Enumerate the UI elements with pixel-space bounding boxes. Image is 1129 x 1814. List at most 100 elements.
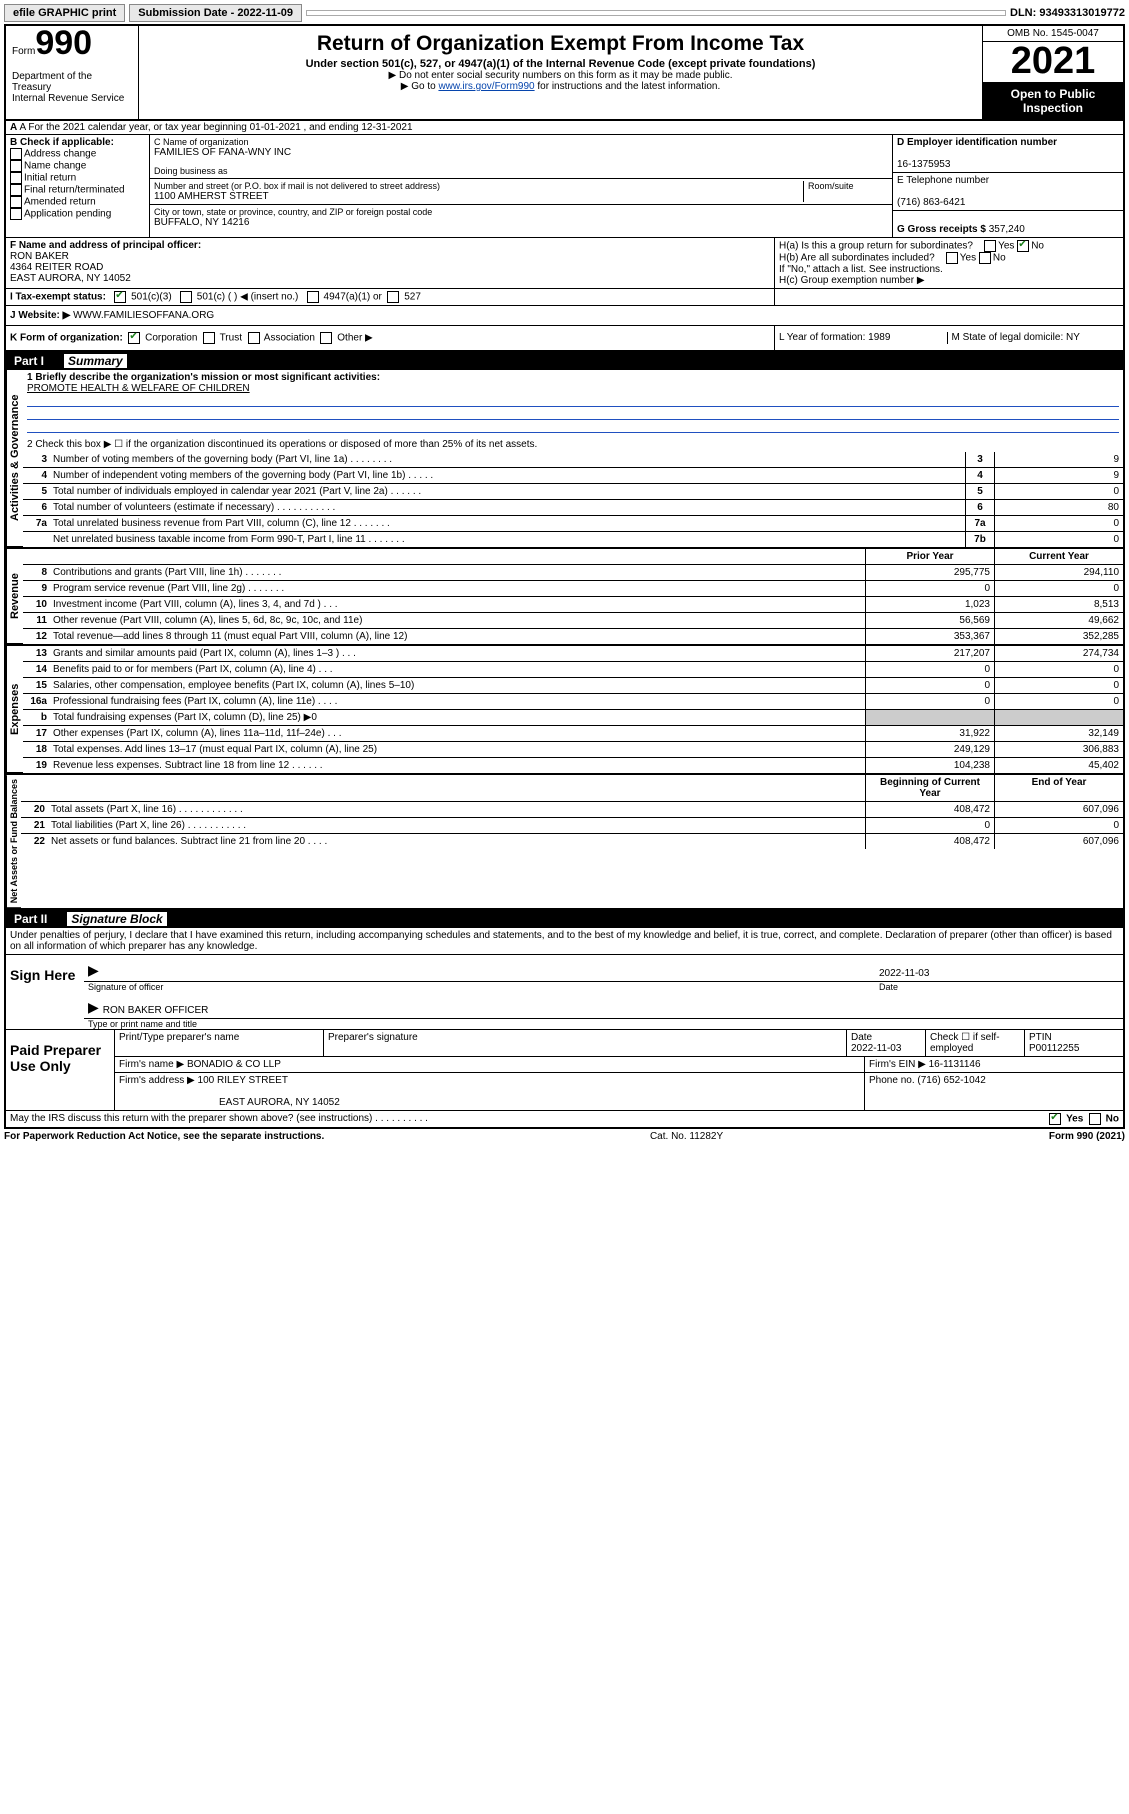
ein-box: D Employer identification number 16-1375… — [893, 135, 1123, 173]
line-num: 15 — [23, 678, 51, 693]
opt-527: 527 — [404, 292, 421, 303]
chk-501c3[interactable] — [114, 291, 126, 303]
sub3-pre: ▶ Go to — [401, 81, 439, 92]
line-text: Benefits paid to or for members (Part IX… — [51, 662, 865, 677]
chk-hb-no[interactable] — [979, 252, 991, 264]
sign-here-label: Sign Here — [6, 955, 84, 1029]
sig-date-label: Date — [875, 982, 1123, 992]
row-k: K Form of organization: Corporation Trus… — [6, 326, 1123, 352]
chk-corp[interactable] — [128, 332, 140, 344]
ptin-val: P00112255 — [1029, 1043, 1079, 1054]
summary-line: 19 Revenue less expenses. Subtract line … — [23, 758, 1123, 773]
paid-preparer-row: Paid Preparer Use Only Print/Type prepar… — [6, 1029, 1123, 1110]
summary-line: 14 Benefits paid to or for members (Part… — [23, 662, 1123, 678]
prior-val: 0 — [865, 818, 994, 833]
open-inspection: Open to Public Inspection — [983, 83, 1123, 119]
chk-name-change[interactable] — [10, 160, 22, 172]
gross-box: G Gross receipts $ 357,240 — [893, 211, 1123, 237]
sub3-post: for instructions and the latest informat… — [535, 81, 721, 92]
line-num: 9 — [23, 581, 51, 596]
curr-val: 294,110 — [994, 565, 1123, 580]
rev-table: Prior Year Current Year 8 Contributions … — [23, 549, 1123, 644]
chk-app-pending[interactable] — [10, 208, 22, 220]
form-container: Form990 Department of the Treasury Inter… — [4, 24, 1125, 1129]
ha-text: H(a) Is this a group return for subordin… — [779, 241, 973, 252]
part-ii-header: Part II Signature Block — [6, 908, 1123, 928]
end-year-hdr: End of Year — [994, 775, 1123, 801]
form-990-number: 990 — [35, 24, 92, 62]
chk-other[interactable] — [320, 332, 332, 344]
line-text: Investment income (Part VIII, column (A)… — [51, 597, 865, 612]
revenue-section: Revenue Prior Year Current Year 8 Contri… — [6, 547, 1123, 644]
irs-link[interactable]: www.irs.gov/Form990 — [438, 81, 534, 92]
firm-addr2: EAST AURORA, NY 14052 — [119, 1097, 340, 1108]
line-text: Revenue less expenses. Subtract line 18 … — [51, 758, 865, 773]
summary-line: Net unrelated business taxable income fr… — [23, 532, 1123, 547]
chk-initial-return[interactable] — [10, 172, 22, 184]
form-org-label: K Form of organization: — [10, 333, 123, 344]
mission-line — [27, 409, 1119, 420]
street-addr: 1100 AMHERST STREET — [154, 191, 803, 202]
line-num: b — [23, 710, 51, 725]
begin-year-hdr: Beginning of Current Year — [865, 775, 994, 801]
chk-final-return[interactable] — [10, 184, 22, 196]
opt-4947: 4947(a)(1) or — [324, 292, 382, 303]
website-val: WWW.FAMILIESOFFANA.ORG — [73, 310, 214, 321]
lbl-name-change: Name change — [24, 161, 86, 172]
part-i-title: Summary — [64, 354, 127, 368]
prior-val: 408,472 — [865, 834, 994, 849]
chk-hb-yes[interactable] — [946, 252, 958, 264]
row-f-h: F Name and address of principal officer:… — [6, 238, 1123, 289]
fein-val: 16-1131146 — [929, 1059, 981, 1070]
col-d: D Employer identification number 16-1375… — [892, 135, 1123, 237]
summary-line: 12 Total revenue—add lines 8 through 11 … — [23, 629, 1123, 644]
gross-val: 357,240 — [989, 224, 1025, 235]
chk-501c[interactable] — [180, 291, 192, 303]
line-text: Contributions and grants (Part VIII, lin… — [51, 565, 865, 580]
vtab-expenses: Expenses — [6, 646, 23, 773]
chk-527[interactable] — [387, 291, 399, 303]
summary-line: 17 Other expenses (Part IX, column (A), … — [23, 726, 1123, 742]
line-num: 22 — [21, 834, 49, 849]
firm-name: BONADIO & CO LLP — [187, 1059, 281, 1070]
lbl-app-pending: Application pending — [24, 209, 111, 220]
line-num: 3 — [23, 452, 51, 467]
summary-line: 3 Number of voting members of the govern… — [23, 452, 1123, 468]
prep-name-hdr: Print/Type preparer's name — [115, 1030, 324, 1056]
year-formation: L Year of formation: 1989 — [779, 332, 948, 344]
efile-button[interactable]: efile GRAPHIC print — [4, 4, 125, 22]
submission-date-button[interactable]: Submission Date - 2022-11-09 — [129, 4, 302, 22]
sig-name: RON BAKER OFFICER — [103, 1005, 209, 1016]
chk-trust[interactable] — [203, 332, 215, 344]
chk-assoc[interactable] — [248, 332, 260, 344]
summary-line: 22 Net assets or fund balances. Subtract… — [21, 834, 1123, 849]
line-text: Number of independent voting members of … — [51, 468, 965, 483]
net-table: Beginning of Current Year End of Year 20… — [21, 775, 1123, 908]
chk-4947[interactable] — [307, 291, 319, 303]
summary-line: 15 Salaries, other compensation, employe… — [23, 678, 1123, 694]
expenses-section: Expenses 13 Grants and similar amounts p… — [6, 644, 1123, 773]
state-domicile: M State of legal domicile: NY — [948, 332, 1120, 344]
section-bcd: B Check if applicable: Address change Na… — [6, 135, 1123, 238]
chk-may-no[interactable] — [1089, 1113, 1101, 1125]
dln-text: DLN: 93493313019772 — [1010, 7, 1125, 19]
chk-may-yes[interactable] — [1049, 1113, 1061, 1125]
line-text: Total revenue—add lines 8 through 11 (mu… — [51, 629, 865, 644]
sign-body: ▶ 2022-11-03 Signature of officer Date ▶… — [84, 955, 1123, 1029]
col-c: C Name of organization FAMILIES OF FANA-… — [150, 135, 892, 237]
line-text: Total unrelated business revenue from Pa… — [51, 516, 965, 531]
chk-ha-yes[interactable] — [984, 240, 996, 252]
line-val: 9 — [994, 468, 1123, 483]
chk-ha-no[interactable] — [1017, 240, 1029, 252]
lbl-initial-return: Initial return — [24, 173, 76, 184]
sig-officer-line: ▶ — [84, 955, 875, 982]
chk-address-change[interactable] — [10, 148, 22, 160]
mission-text: PROMOTE HEALTH & WELFARE OF CHILDREN — [27, 383, 250, 394]
dba-label: Doing business as — [154, 166, 888, 176]
line-ref: 7b — [965, 532, 994, 547]
sig-date: 2022-11-03 — [879, 968, 929, 979]
chk-amended[interactable] — [10, 196, 22, 208]
opt-other: Other ▶ — [337, 333, 372, 344]
curr-val: 352,285 — [994, 629, 1123, 644]
firm-addr-label: Firm's address ▶ — [119, 1075, 195, 1086]
